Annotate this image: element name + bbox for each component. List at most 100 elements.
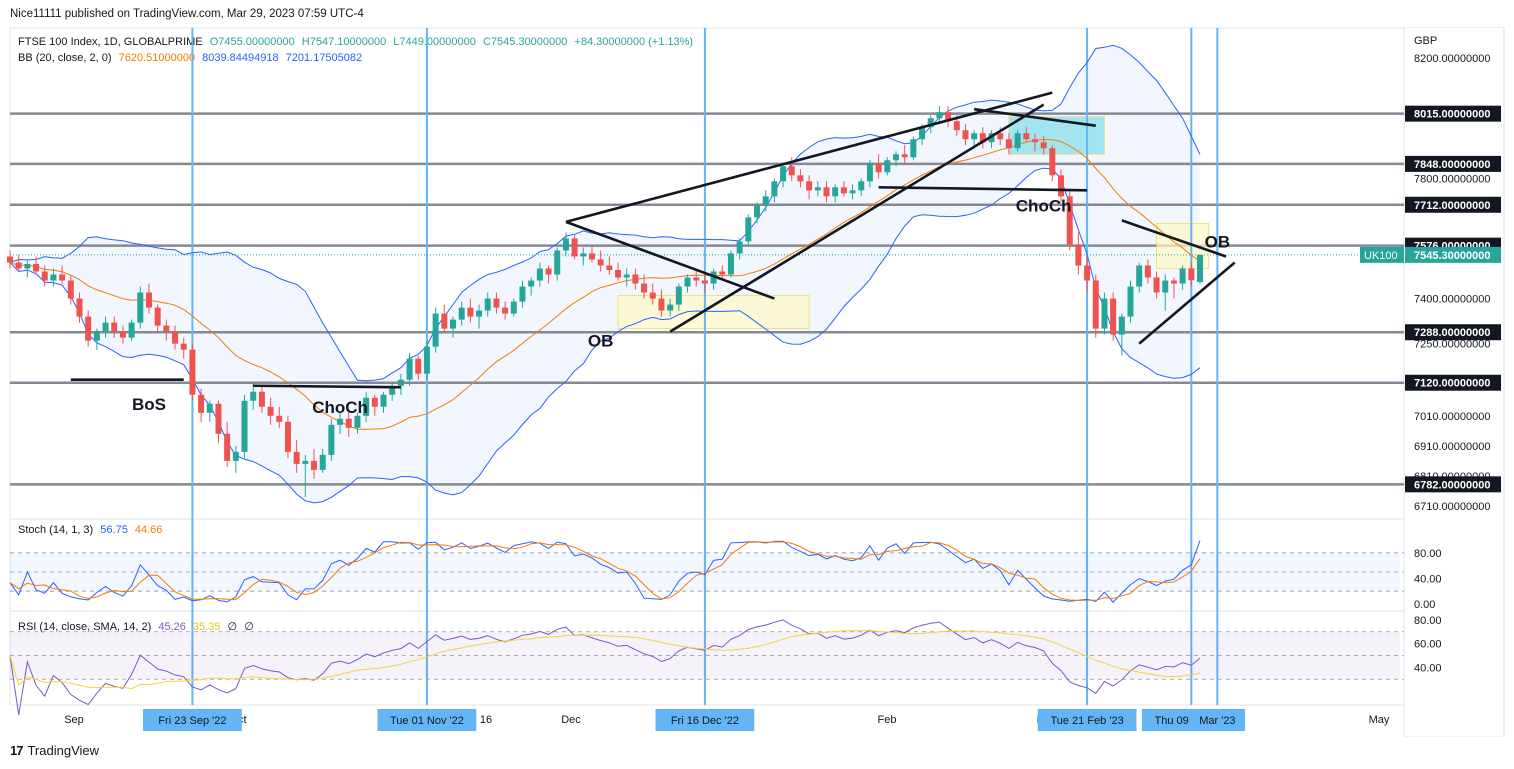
candle-body <box>172 331 179 344</box>
candle-body <box>163 325 170 332</box>
ohlc-open: O7455.00000000 <box>209 36 295 48</box>
time-marker-label: Mar '23 <box>1199 715 1235 727</box>
candle-body <box>406 358 413 380</box>
bb-legend[interactable]: BB (20, close, 2, 0) 7620.51000000 8039.… <box>18 52 366 64</box>
candle-body <box>727 253 734 275</box>
candle-body <box>684 277 691 287</box>
last-price-tag <box>1405 246 1501 263</box>
candle-body <box>363 397 370 416</box>
candle-body <box>389 385 396 395</box>
candle-body <box>632 274 639 284</box>
ohlc-change: +84.30000000 (+1.13%) <box>574 36 694 48</box>
rsi-label: RSI (14, close, SMA, 14, 2) <box>18 621 152 633</box>
candle-body <box>1197 254 1203 283</box>
order-block-zone <box>617 295 810 330</box>
rsi-line <box>9 619 1201 715</box>
candle-body <box>641 283 648 293</box>
tradingview-logo[interactable]: 17 TradingView <box>10 743 99 758</box>
stoch-tick-label: 40.00 <box>1414 573 1442 585</box>
candle-body <box>423 346 430 374</box>
candle-body <box>675 286 682 305</box>
candle-body <box>780 166 787 182</box>
candle-body <box>224 433 231 461</box>
candle-body <box>754 205 761 218</box>
candle-body <box>1092 280 1099 329</box>
stoch-legend[interactable]: Stoch (14, 1, 3) 56.75 44.66 <box>18 524 166 536</box>
price-tick-label: 7010.00000000 <box>1414 411 1490 423</box>
candle-body <box>93 331 100 341</box>
candle-body <box>111 322 118 332</box>
candle-body <box>588 253 595 260</box>
candle-body <box>892 154 899 161</box>
ohlc-close: C7545.30000000 <box>482 36 568 48</box>
candle-body <box>597 259 604 266</box>
candle-body <box>250 391 257 401</box>
candle-body <box>415 358 422 374</box>
bb-label: BB (20, close, 2, 0) <box>18 52 112 64</box>
annotation-label: BoS <box>132 395 166 414</box>
bb-basis-line <box>9 138 1201 430</box>
candle-body <box>745 217 752 242</box>
triangle-upper <box>1121 219 1227 258</box>
candle-body <box>866 163 873 182</box>
candle-body <box>432 313 439 347</box>
candle-body <box>849 190 856 194</box>
candle-body <box>371 397 378 407</box>
candle-body <box>50 274 57 281</box>
choch-line <box>878 186 1088 192</box>
candle-body <box>397 379 404 386</box>
rsi-band-fill <box>10 631 1400 680</box>
candle-body <box>719 271 726 275</box>
candle-body <box>1005 139 1012 149</box>
candle-body <box>979 133 986 143</box>
candle-body <box>875 163 882 173</box>
candle-body <box>476 310 483 317</box>
candle-body <box>267 406 274 416</box>
candle-body <box>206 403 213 413</box>
rsi-value: 45.26 <box>158 621 186 633</box>
price-level-tag <box>1405 476 1501 493</box>
bb-upper-line <box>9 44 1201 382</box>
price-level-label: 7712.00000000 <box>1414 200 1490 212</box>
candle-body <box>1023 133 1030 140</box>
candle-body <box>15 262 22 269</box>
candle-body <box>502 307 509 314</box>
stoch-k-value: 56.75 <box>100 524 128 536</box>
candle-body <box>901 154 908 158</box>
tradingview-logo-icon: 17 <box>10 743 24 758</box>
candle-body <box>215 403 222 434</box>
candle-body <box>180 343 187 350</box>
rsi-sma-value: 35.35 <box>192 621 221 633</box>
candle-body <box>1136 265 1143 287</box>
rsi-legend[interactable]: RSI (14, close, SMA, 14, 2) 45.26 35.35 … <box>18 620 258 633</box>
rsi-extra-1: ∅ <box>227 621 238 633</box>
candle-body <box>945 112 952 122</box>
price-level-tag <box>1405 374 1501 391</box>
candle-body <box>649 292 656 299</box>
candle-body <box>302 460 309 464</box>
annotation-label: OB <box>588 332 614 351</box>
symbol-name: FTSE 100 Index, 1D, GLOBALPRIME <box>18 36 203 48</box>
candle-body <box>997 133 1004 140</box>
candle-body <box>736 241 743 254</box>
candle-body <box>536 268 543 281</box>
price-level-label: 7848.00000000 <box>1414 159 1490 171</box>
candle-body <box>337 418 344 425</box>
rsi-sma-line <box>9 630 1201 690</box>
candle-body <box>1153 277 1160 293</box>
candle-body <box>1049 148 1056 176</box>
symbol-legend[interactable]: FTSE 100 Index, 1D, GLOBALPRIME O7455.00… <box>18 36 697 48</box>
trend-line <box>973 107 1096 127</box>
candle-body <box>919 127 926 140</box>
candle-body <box>1118 316 1125 335</box>
candle-body <box>380 394 387 407</box>
candle-body <box>1031 139 1038 143</box>
bb-band-fill <box>10 45 1200 503</box>
candle-body <box>1066 196 1073 245</box>
candle-body <box>467 307 474 317</box>
candle-body <box>519 286 526 302</box>
candle-body <box>701 280 708 284</box>
time-tick-label: Sep <box>64 714 84 726</box>
choch-line <box>253 384 401 389</box>
